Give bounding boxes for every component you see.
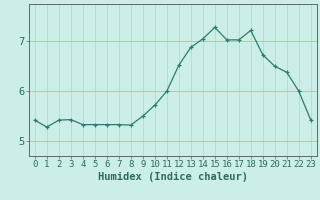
X-axis label: Humidex (Indice chaleur): Humidex (Indice chaleur): [98, 172, 248, 182]
